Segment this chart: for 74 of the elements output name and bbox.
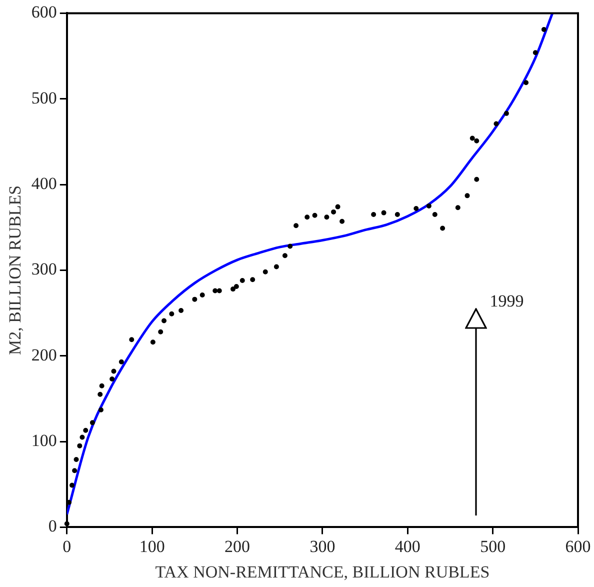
point [294,223,299,228]
point [98,407,104,412]
point [118,359,124,364]
point [169,311,174,316]
point [464,193,470,198]
point [74,457,79,462]
point [80,434,85,440]
y-tick-label: 300 [31,260,57,279]
x-tick-label: 600 [565,536,591,556]
point [111,368,116,374]
y-axis-title: M2, BILLION RUBLES [6,185,25,355]
point [129,337,134,342]
point [83,428,88,433]
point [158,329,164,334]
point [192,296,198,302]
x-tick-label: 400 [394,536,420,556]
point [288,244,293,249]
point [262,269,268,274]
y-tick-label: 100 [31,431,57,450]
point [178,308,184,313]
point [455,205,460,210]
point [371,212,376,218]
line-series [66,13,554,516]
annotation: 1999 [490,292,524,311]
point [331,209,336,214]
x-tick-label: 500 [480,536,506,556]
x-tick-label: 0 [62,536,72,556]
y-tick-label: 400 [31,174,57,193]
point [212,288,218,294]
point [162,318,167,324]
y-tick-label: 200 [31,345,57,364]
point [504,110,509,116]
point [98,392,103,397]
x-axis-title: TAX NON-REMITTANCE, BILLION RUBLES [155,562,490,582]
point [381,210,386,216]
x-tick-label: 200 [224,536,250,556]
point [304,214,310,220]
y-tick-label: 0 [48,516,57,536]
point [474,138,480,144]
point [335,204,340,210]
point [70,482,75,488]
point [200,292,205,298]
point [230,286,236,292]
point [64,521,70,526]
point [432,212,438,218]
point [110,376,115,382]
point [394,212,400,218]
x-tick-label: 100 [139,536,165,556]
point [340,218,345,224]
point [470,136,475,141]
x-tick-label: 300 [310,536,336,556]
point [474,176,480,182]
y-tick-label: 600 [31,2,57,22]
point [99,383,104,388]
point [216,288,222,294]
point [312,212,318,218]
y-tick-label: 500 [31,88,57,108]
point [532,50,538,56]
point [282,253,288,258]
point [150,340,156,345]
point [274,264,279,270]
point [77,443,82,448]
point [72,468,78,474]
point [541,26,546,32]
point [324,214,330,220]
point [90,420,95,426]
point [426,203,432,208]
point [494,121,499,126]
point [240,278,245,283]
point [234,284,239,289]
point [250,277,256,282]
point [524,80,529,86]
point [414,206,419,212]
point [440,226,446,231]
